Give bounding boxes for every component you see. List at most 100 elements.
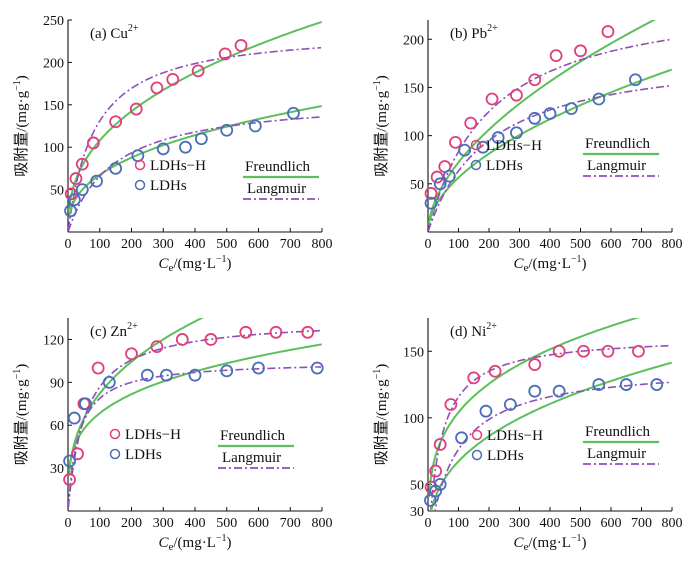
data-point: [464, 116, 478, 130]
x-tick-label: 500: [216, 237, 237, 252]
legend-label: LDHs−H: [487, 428, 543, 444]
data-point: [109, 115, 123, 129]
panel-title: (d) Ni2+: [450, 321, 497, 340]
data-point: [87, 136, 100, 150]
data-point: [90, 174, 103, 188]
data-point: [458, 143, 472, 157]
data-point: [287, 106, 300, 120]
data-point: [234, 39, 248, 52]
legend-marker: [470, 159, 482, 171]
data-point: [476, 140, 490, 154]
y-tick-label: 100: [403, 412, 424, 427]
x-tick-label: 800: [312, 237, 333, 252]
data-point: [528, 73, 542, 87]
data-point: [67, 193, 81, 207]
data-point: [510, 88, 523, 102]
data-point: [220, 123, 234, 137]
panel-title: (b) Pb2+: [450, 23, 498, 42]
x-tick-label: 100: [448, 237, 469, 252]
x-tick-label: 700: [631, 237, 652, 252]
data-point: [310, 361, 324, 375]
y-tick-label: 100: [43, 141, 64, 156]
data-point: [510, 126, 523, 140]
data-point: [552, 384, 566, 398]
data-point: [71, 447, 84, 461]
x-tick-label: 800: [662, 237, 683, 252]
y-tick-label: 30: [410, 505, 424, 520]
y-tick-label: 90: [50, 376, 64, 391]
chart-panel-c: 0 100 200 300 400 500 600 700 800 30 60 90 120 Ce/(mg…: [12, 318, 333, 553]
x-tick-label: 100: [448, 516, 469, 531]
data-point: [449, 135, 462, 149]
legend-marker: [109, 428, 121, 440]
legend-label-freundlich: Freundlich: [585, 424, 650, 440]
legend-marker: [134, 179, 146, 191]
legend-label-freundlich: Freundlich: [220, 428, 285, 444]
langmuir-fit-line: [428, 84, 672, 232]
data-point: [75, 157, 89, 171]
data-point: [601, 25, 615, 38]
data-point: [528, 111, 542, 125]
data-point: [63, 473, 76, 486]
data-point: [552, 344, 566, 358]
data-point: [75, 183, 89, 197]
freundlich-fit-line: [68, 20, 322, 210]
data-point: [424, 196, 438, 210]
langmuir-fit-line: [68, 366, 321, 507]
x-tick-label: 500: [216, 516, 237, 531]
legend-marker: [109, 448, 121, 460]
freundlich-fit-line: [428, 318, 640, 498]
data-point: [301, 325, 315, 339]
data-point: [574, 44, 587, 58]
x-tick-label: 300: [509, 237, 530, 252]
y-axis-label: 吸附量/(mg·g−1): [372, 75, 390, 176]
fit-curves: [68, 318, 322, 508]
data-point: [140, 368, 154, 382]
data-point: [430, 170, 444, 184]
data-point: [577, 344, 590, 358]
data-point: [166, 72, 180, 86]
data-point: [79, 397, 92, 411]
data-point: [64, 204, 77, 218]
x-axis-label: Ce/(mg·L−1): [513, 254, 586, 274]
x-tick-label: 200: [479, 516, 500, 531]
data-point: [129, 102, 143, 116]
x-tick-label: 400: [185, 516, 206, 531]
series-ldhs: [64, 106, 300, 218]
data-point: [491, 131, 505, 144]
data-point: [239, 325, 253, 339]
x-axis-label: Ce/(mg·L−1): [158, 254, 231, 274]
x-tick-label: 300: [153, 237, 174, 252]
legend-label-langmuir: Langmuir: [247, 181, 306, 197]
x-axis-label: Ce/(mg·L−1): [513, 533, 586, 553]
y-tick-label: 50: [410, 178, 424, 193]
langmuir-fit-line: [428, 38, 672, 231]
y-tick-label: 150: [403, 81, 424, 96]
data-point: [485, 92, 499, 106]
data-point: [125, 347, 138, 361]
x-tick-label: 200: [121, 516, 142, 531]
panel-title: (a) Cu2+: [90, 23, 139, 42]
data-point: [156, 142, 170, 156]
series-ldhs: [424, 378, 664, 507]
x-tick-label: 0: [65, 237, 72, 252]
data-point: [102, 375, 116, 389]
y-axis-label: 吸附量/(mg·g−1): [372, 364, 390, 465]
data-point: [455, 431, 468, 445]
legend-label: LDHs: [125, 447, 162, 463]
data-point: [63, 454, 76, 468]
data-point: [424, 493, 437, 507]
legend-marker: [470, 139, 482, 151]
legend: LDHs−H LDHs Freundlich Langmuir: [109, 427, 294, 469]
legend-label: LDHs: [150, 178, 187, 194]
data-point: [479, 404, 493, 418]
y-tick-label: 100: [403, 130, 424, 145]
x-tick-label: 700: [631, 516, 652, 531]
x-tick-label: 300: [153, 516, 174, 531]
legend-label: LDHs: [486, 158, 523, 174]
data-point: [619, 378, 633, 391]
y-tick-label: 250: [43, 14, 64, 29]
y-axis-label: 吸附量/(mg·g−1): [12, 75, 30, 176]
data-point: [220, 364, 234, 378]
